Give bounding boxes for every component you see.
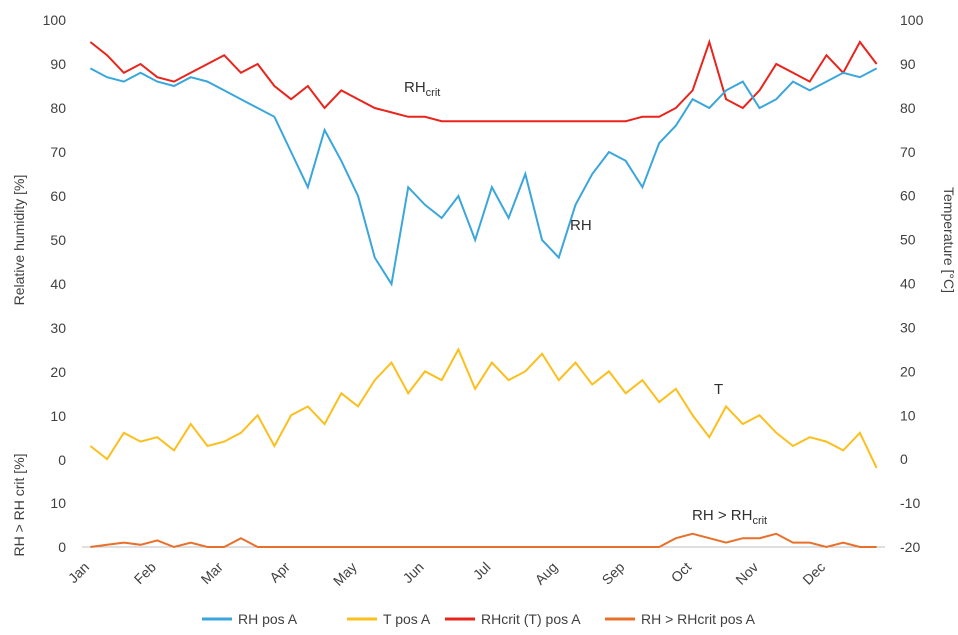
y-tick-label: 20 [50,364,66,380]
annotation-sub: crit [752,515,767,527]
y-tick-label: 40 [50,276,66,292]
x-tick-label: Dec [799,559,828,588]
annotation-text: RH > RH [692,507,752,524]
y2-axis-label: Temperature [°C] [941,187,957,293]
y-tick-label: 90 [50,56,66,72]
annotation: RH [570,217,592,234]
y3-tick-label: 0 [58,539,66,555]
y-tick-label: 100 [43,12,67,28]
series-line [90,532,877,549]
annotation-text: RH [404,79,426,96]
series-line [89,38,878,123]
y-tick-label: 30 [50,320,66,336]
y2-tick-label: 80 [900,100,916,116]
y2-tick-label: 0 [900,451,908,467]
x-tick-label: Jul [470,559,494,583]
annotation-sub: crit [426,87,441,99]
y2-tick-label: 60 [900,188,916,204]
y-tick-label: 50 [50,232,66,248]
x-tick-label: Oct [668,559,695,586]
y-tick-label: 10 [50,408,66,424]
annotation: T [714,381,723,398]
y2-tick-label: 10 [900,407,916,423]
y-tick-label: 70 [50,144,66,160]
annotation: RHcrit [404,79,440,99]
x-tick-label: Apr [266,559,293,586]
legend-label: RH > RHcrit pos A [641,611,756,627]
y3-axis-label: RH > RH crit [%] [11,453,27,556]
x-tick-label: May [330,559,360,589]
annotation: RH > RHcrit [692,507,767,527]
annotation-text: T [714,381,723,398]
y-axis-label: Relative humidity [%] [11,175,27,306]
y2-tick-label: 50 [900,232,916,248]
x-tick-label: Aug [532,559,561,588]
series-line [89,67,878,287]
y3-tick-label: 10 [50,495,66,511]
y2-tick-label: 20 [900,363,916,379]
y2-tick-label: 90 [900,56,916,72]
y-tick-label: 0 [58,452,66,468]
y2-tick-label: 40 [900,276,916,292]
annotation-text: RH [570,217,592,234]
y2-tick-label: -10 [900,495,920,511]
x-tick-label: Feb [131,559,160,588]
x-tick-label: Sep [599,559,628,588]
x-tick-label: Nov [732,559,761,588]
y2-tick-label: 100 [900,12,924,28]
legend-label: T pos A [383,611,431,627]
legend-label: RHcrit (T) pos A [481,611,581,627]
x-tick-label: Jun [399,559,426,586]
x-tick-label: Mar [198,559,227,588]
series-line [89,347,878,469]
y-tick-label: 60 [50,188,66,204]
x-tick-label: Jan [65,559,92,586]
y2-tick-label: 30 [900,319,916,335]
y2-tick-label: 70 [900,144,916,160]
legend-label: RH pos A [238,611,298,627]
y2-tick-label: -20 [900,539,920,555]
y-tick-label: 80 [50,100,66,116]
